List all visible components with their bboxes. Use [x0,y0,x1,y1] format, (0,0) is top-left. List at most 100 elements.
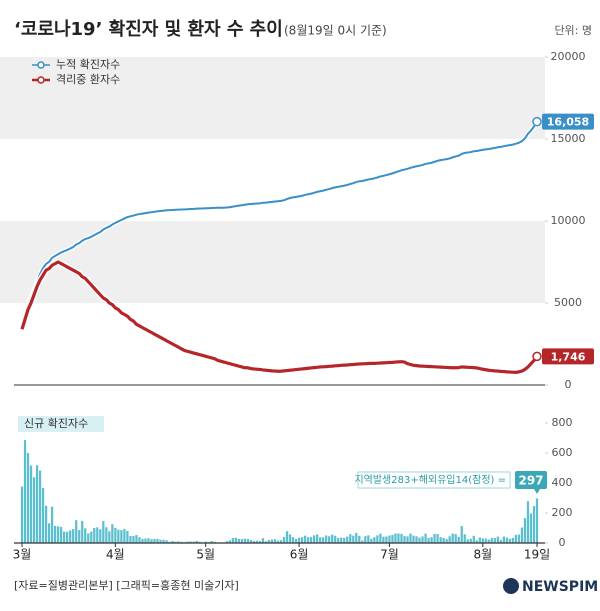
chart-subtitle: (8월19일 0시 기준) [284,24,387,38]
value-label: 1,746 [551,350,586,363]
bar [153,538,156,543]
bar [306,537,310,543]
bar [303,535,307,543]
end-point [532,351,542,362]
bar [123,528,126,543]
bar [385,536,388,543]
bar [225,541,228,543]
bar [451,533,454,543]
bar [276,540,280,543]
bar [72,529,75,543]
bar [57,526,60,543]
bar [32,477,36,543]
y-tick-label: 400 [552,476,573,489]
bar [29,465,33,543]
bar [144,538,147,543]
bar [463,534,466,543]
bar [526,501,530,543]
bar [397,533,400,543]
x-tick-label: 8월 [473,548,492,562]
bar [309,537,313,543]
bar [165,540,168,543]
x-tick-label: 4월 [106,548,125,562]
legend-marker [37,61,45,69]
bar [60,526,63,543]
bar [475,540,478,543]
bar [189,541,192,543]
bar [331,534,334,543]
bar [517,534,521,543]
bar [523,518,527,543]
bar [403,536,406,543]
bar [337,537,340,543]
bar [487,539,490,543]
bar [69,530,72,543]
bar [147,538,150,543]
x-tick-label: 7월 [380,548,399,562]
bar [111,524,114,543]
bar [228,540,231,543]
bar [496,536,499,543]
bar [246,538,250,543]
chart-title: ‘코로나19’ 확진자 및 환자 수 추이 [14,18,283,40]
bar [243,538,246,543]
bar [532,506,536,543]
bar [412,535,415,543]
bar [490,537,493,543]
bar [400,533,403,543]
bar [141,538,144,543]
bar [319,537,322,543]
bar [261,538,265,543]
bar [270,539,274,543]
bar [50,506,54,543]
bar [129,535,132,543]
bar [44,505,48,543]
bar [322,537,325,543]
bar [505,537,509,543]
bar [267,540,271,543]
bar [150,539,153,543]
bar [66,531,69,543]
bar [26,453,30,543]
bar [105,527,108,543]
bar [35,465,39,543]
bar [159,539,162,543]
bar [126,530,129,543]
bar [258,541,262,543]
bar [469,538,472,543]
bar [442,537,445,543]
bar [436,534,439,543]
bar [415,536,418,543]
bar [177,541,180,543]
value-badge [542,113,594,130]
bar [240,539,243,543]
bar [361,540,364,543]
bar [439,537,442,543]
bar [358,535,361,543]
bar [382,536,385,543]
unit-label: 단위: 명 [554,24,592,37]
bar [535,498,539,543]
x-tick-label: 5월 [196,548,215,562]
bar [291,537,295,543]
line [21,121,538,328]
grid-band [0,221,545,303]
legend-marker [37,76,45,84]
source: [자료=질병관리본부] [그래픽=홍종현 미술기자] [14,578,239,592]
bar [478,537,481,543]
bar [367,535,370,543]
bar [472,535,475,543]
logo-icon [503,578,519,594]
bar [391,534,394,543]
bar [282,537,286,543]
logo: NEWSPIM [522,579,598,595]
bar [502,536,506,543]
bar [376,535,379,543]
value-badge [542,348,594,365]
bar [300,537,304,543]
bar [204,541,207,543]
bar [297,537,301,543]
y-tick-label: 10000 [551,214,586,227]
bar [132,535,135,543]
